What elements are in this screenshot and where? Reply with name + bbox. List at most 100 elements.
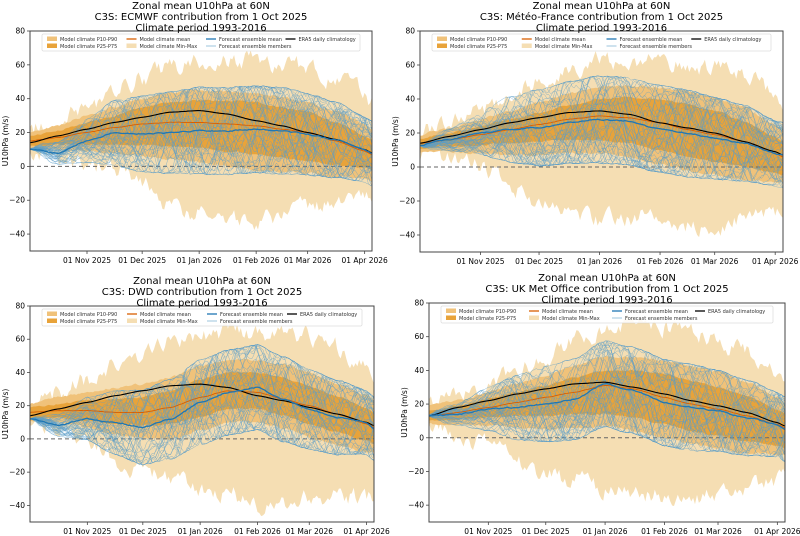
model-climate-mean-line xyxy=(429,384,785,429)
ensemble-member-line xyxy=(429,362,785,457)
legend-label: ERA5 daily climatology xyxy=(299,37,356,43)
ensemble-member-line xyxy=(30,349,374,425)
ensemble-member-line xyxy=(30,355,374,455)
chart-subtitle: C3S: UK Met Office contribution from 1 O… xyxy=(485,284,728,295)
chart-title: Zonal mean U10hPa at 60N xyxy=(132,1,270,12)
model-climate-mean-line xyxy=(420,115,783,158)
chart-panel-dwd: −40 −20 0 20 40 60 80 01 Nov 2025 01 Dec 2025 01 … xyxy=(1,276,390,536)
ensemble-member-line xyxy=(420,120,783,182)
legend-label: Model climate P25-P75 xyxy=(60,44,117,50)
ensemble-member-line xyxy=(30,86,372,175)
ensemble-member-line xyxy=(429,369,785,449)
y-tick-label: 0 xyxy=(410,163,415,172)
x-tick-label: 01 Apr 2026 xyxy=(343,527,390,536)
x-tick-label: 01 Jan 2026 xyxy=(177,256,222,265)
y-tick-label: −20 xyxy=(9,196,25,205)
legend-label: Model climate Min-Max xyxy=(140,44,198,50)
y-axis-label: U10hPa (m/s) xyxy=(391,116,400,167)
legend-label: Model climate P25-P75 xyxy=(60,319,117,325)
legend-label: Model climate Min-Max xyxy=(542,316,600,322)
y-tick-label: 20 xyxy=(405,129,415,138)
ensemble-member-line xyxy=(30,384,374,438)
y-tick-label: −40 xyxy=(399,231,415,240)
ensemble-member-line xyxy=(420,92,783,171)
ensemble-member-line xyxy=(420,102,783,171)
axes-frame xyxy=(419,30,784,253)
legend-label: Model climate Min-Max xyxy=(535,44,593,50)
ensemble-member-line xyxy=(429,384,785,442)
ensemble-mean-line xyxy=(30,386,374,430)
y-tick-label: −40 xyxy=(408,501,424,510)
y-tick-label: −40 xyxy=(9,501,25,510)
y-tick-label: 60 xyxy=(405,61,415,70)
plot-area xyxy=(30,50,372,230)
ensemble-member-line xyxy=(30,92,372,175)
legend-label: Forecast ensemble mean xyxy=(220,312,283,318)
legend-label: Model climate P10-P90 xyxy=(60,312,117,318)
ensemble-member-line xyxy=(30,367,374,455)
y-tick-label: −20 xyxy=(9,468,25,477)
ensemble-member-line xyxy=(30,86,372,187)
legend-label: Model climate P25-P75 xyxy=(459,316,516,322)
y-tick-label: 20 xyxy=(414,400,424,409)
ensemble-member-line xyxy=(30,91,372,179)
ensemble-mean-line xyxy=(420,118,783,156)
ensemble-member-line xyxy=(429,342,785,452)
ensemble-member-line xyxy=(420,88,783,173)
plot-area xyxy=(30,319,374,517)
legend-swatch-p25p75 xyxy=(47,43,57,48)
y-axis-label: U10hPa (m/s) xyxy=(1,389,10,440)
ensemble-member-line xyxy=(420,97,783,186)
ensemble-member-line xyxy=(429,346,785,452)
era5-climatology-line xyxy=(420,110,783,156)
chart-panel-ecmwf: −40 −20 0 20 40 60 80 01 Nov 2025 01 Dec 2025 01 … xyxy=(1,1,388,265)
ensemble-member-line xyxy=(30,126,372,181)
y-axis-label: U10hPa (m/s) xyxy=(1,116,10,167)
y-tick-label: 20 xyxy=(15,401,25,410)
ensemble-member-line xyxy=(420,76,783,182)
legend-swatch-minmax xyxy=(521,43,532,48)
ensemble-member-line xyxy=(30,91,372,177)
x-tick-label: 01 Dec 2025 xyxy=(119,527,167,536)
x-tick-label: 01 Mar 2026 xyxy=(284,256,332,265)
y-tick-label: 0 xyxy=(20,162,25,171)
y-tick-label: 80 xyxy=(15,302,25,311)
ensemble-member-line xyxy=(30,86,372,173)
legend-box xyxy=(440,305,774,324)
chart-title: Zonal mean U10hPa at 60N xyxy=(533,1,671,12)
legend-label: Forecast ensemble mean xyxy=(625,309,688,315)
model-climate-mean-line xyxy=(30,390,374,428)
legend-label: Model climate mean xyxy=(140,312,191,318)
y-tick-label: 20 xyxy=(15,128,25,137)
ensemble-member-line xyxy=(30,350,374,465)
x-tick-label: 01 Nov 2025 xyxy=(464,527,512,536)
ensemble-member-line xyxy=(30,344,374,457)
y-tick-label: 60 xyxy=(15,60,25,69)
x-tick-label: 01 Feb 2026 xyxy=(637,257,684,266)
chart-subtitle-period: Climate period 1993-2016 xyxy=(536,23,667,34)
chart-subtitle: C3S: Météo-France contribution from 1 Oc… xyxy=(480,11,723,23)
legend-swatch-minmax xyxy=(126,43,137,48)
x-tick-label: 01 Dec 2025 xyxy=(118,256,166,265)
legend-label: Forecast ensemble members xyxy=(219,44,292,50)
legend-swatch-p10p90 xyxy=(446,308,456,313)
x-tick-label: 01 Feb 2026 xyxy=(234,527,281,536)
ensemble-member-line xyxy=(30,85,372,175)
legend-label: Forecast ensemble members xyxy=(620,44,693,50)
legend-swatch-p25p75 xyxy=(47,318,57,323)
chart-subtitle: C3S: ECMWF contribution from 1 Oct 2025 xyxy=(95,12,308,23)
chart-subtitle: C3S: DWD contribution from 1 Oct 2025 xyxy=(102,287,302,298)
plot-area xyxy=(420,51,783,238)
legend-swatch-p25p75 xyxy=(446,315,456,320)
legend-label: Model climate mean xyxy=(140,37,191,43)
ensemble-member-line xyxy=(30,363,374,455)
x-tick-label: 01 Apr 2026 xyxy=(752,257,799,266)
x-tick-label: 01 Apr 2026 xyxy=(341,256,388,265)
x-tick-label: 01 Nov 2025 xyxy=(63,527,111,536)
legend-label: ERA5 daily climatology xyxy=(300,312,357,318)
legend-label: Forecast ensemble members xyxy=(220,319,293,325)
legend-swatch-p25p75 xyxy=(437,43,447,48)
